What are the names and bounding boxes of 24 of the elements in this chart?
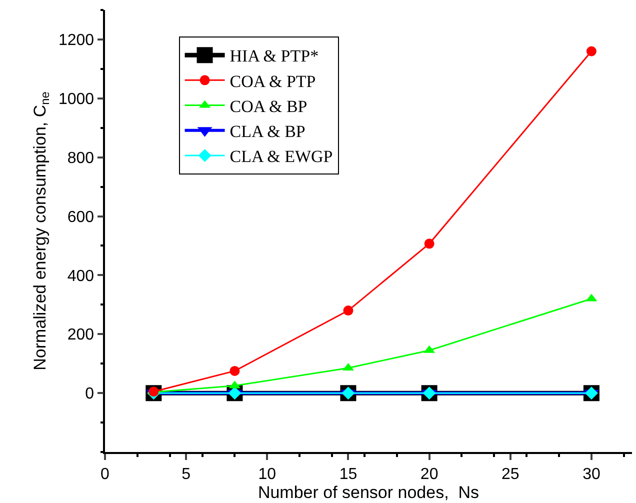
legend-label: CLA & EWGP [230,147,333,166]
x-tick-label: 20 [420,466,438,483]
y-tick-label: 1000 [58,91,94,108]
y-tick-label: 800 [67,150,94,167]
legend-label: HIA & PTP* [230,46,319,66]
legend-label: CLA & BP [230,122,306,141]
x-axis-title: Number of sensor nodes, Ns [258,482,480,502]
y-tick-label: 200 [67,326,94,344]
legend-label: COA & PTP [230,72,316,91]
point [586,46,596,56]
x-tick-label: 15 [339,466,358,483]
y-tick-label: 1200 [58,32,94,50]
x-tick-label: 25 [501,466,520,483]
x-tick-label: 10 [258,466,276,483]
legend-label: COA & BP [230,96,308,116]
x-tick-label: 30 [582,466,600,483]
y-tick-label: 0 [85,386,94,403]
y-tick-label: 600 [67,208,94,226]
point [343,306,354,316]
point [230,366,240,376]
point [424,238,434,249]
x-tick-label: 0 [100,466,110,483]
x-tick-label: 5 [182,466,191,483]
y-tick-label: 400 [67,268,94,285]
